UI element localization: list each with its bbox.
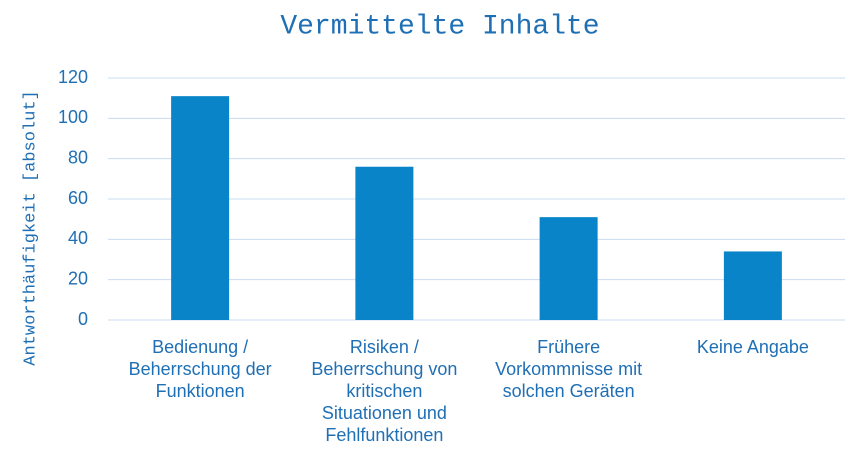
x-tick-label: Bedienung / Beherrschung der Funktionen — [128, 337, 272, 401]
bar — [171, 96, 230, 321]
y-tick-label: 60 — [68, 188, 88, 208]
y-tick-label: 80 — [68, 147, 88, 167]
y-tick-label: 0 — [78, 309, 88, 329]
x-tick-label: Keine Angabe — [696, 337, 809, 357]
y-tick-label: 100 — [58, 107, 88, 127]
y-axis-label: Antworthäufigkeit [absolut] — [21, 90, 40, 365]
y-tick-label: 40 — [68, 228, 88, 248]
x-tick-label: Risiken / Beherrschung von kritischen Si… — [311, 337, 458, 445]
bar — [355, 166, 414, 320]
x-tick-label: Frühere Vorkommnisse mit solchen Geräten — [495, 337, 643, 401]
chart-title: Vermittelte Inhalte — [280, 11, 599, 42]
y-tick-label: 20 — [68, 268, 88, 288]
bar — [723, 251, 782, 320]
bar — [539, 217, 598, 320]
y-tick-label: 120 — [58, 67, 88, 87]
